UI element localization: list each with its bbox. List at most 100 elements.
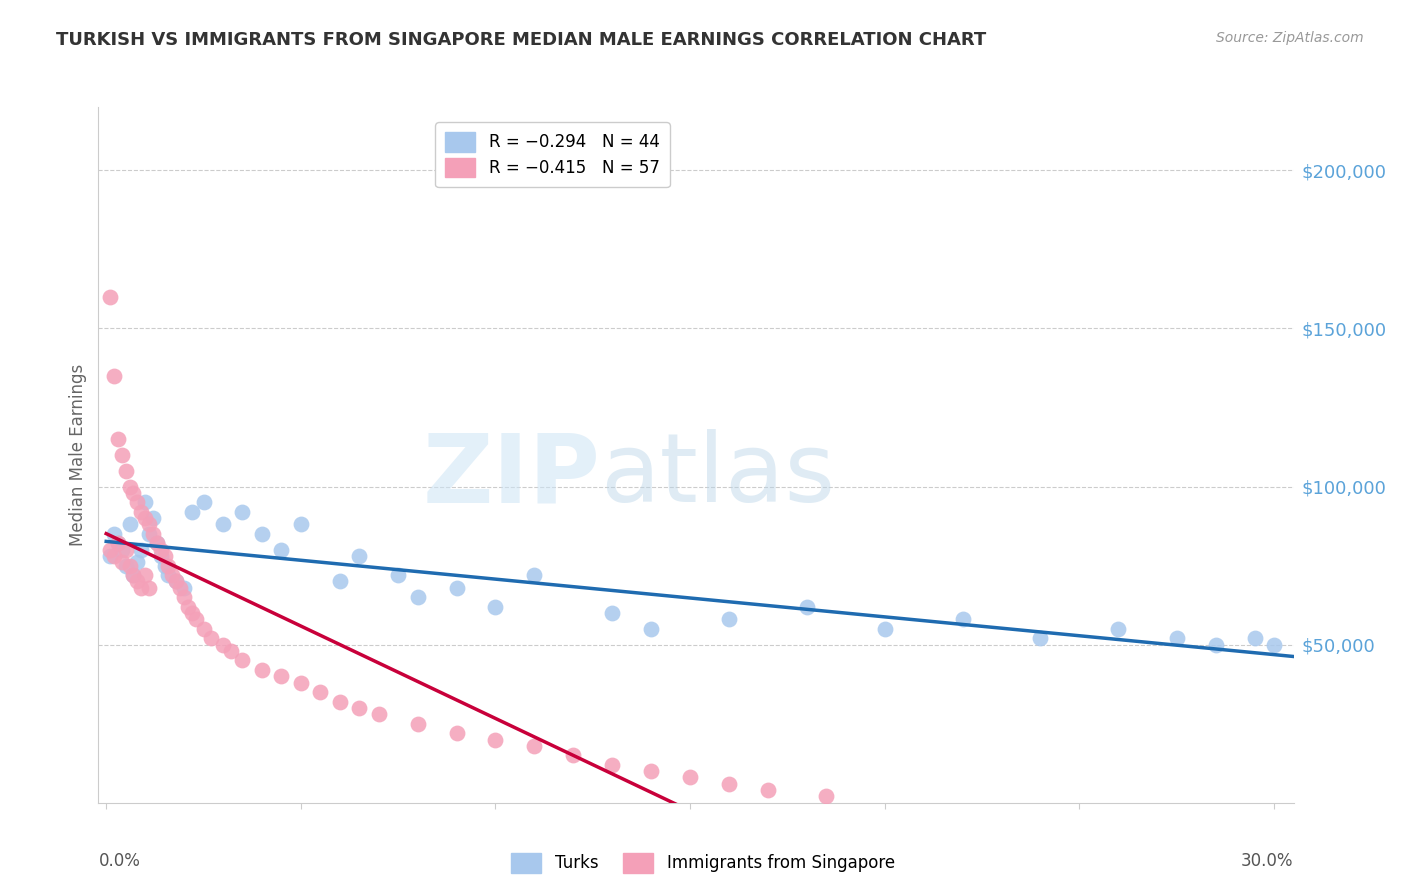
Point	[127, 574, 149, 589]
Point	[640, 622, 662, 636]
Point	[756, 783, 779, 797]
Point	[118, 479, 141, 493]
Point	[118, 517, 141, 532]
Point	[138, 581, 160, 595]
Point	[122, 568, 145, 582]
Point	[142, 511, 165, 525]
Text: atlas: atlas	[600, 429, 835, 523]
Point	[134, 495, 156, 509]
Point	[250, 527, 273, 541]
Point	[118, 558, 141, 573]
Point	[484, 599, 506, 614]
Point	[153, 558, 176, 573]
Point	[406, 591, 429, 605]
Point	[169, 581, 191, 595]
Point	[367, 707, 389, 722]
Point	[193, 495, 215, 509]
Point	[1107, 622, 1129, 636]
Point	[952, 612, 974, 626]
Text: ZIP: ZIP	[422, 429, 600, 523]
Point	[329, 695, 352, 709]
Point	[349, 549, 371, 563]
Point	[173, 581, 195, 595]
Point	[98, 290, 121, 304]
Text: 30.0%: 30.0%	[1241, 852, 1294, 870]
Point	[1243, 632, 1265, 646]
Point	[98, 542, 121, 557]
Point	[173, 591, 195, 605]
Point	[107, 536, 129, 550]
Point	[134, 568, 156, 582]
Point	[1263, 638, 1285, 652]
Point	[290, 517, 312, 532]
Point	[127, 495, 149, 509]
Point	[146, 536, 169, 550]
Point	[796, 599, 818, 614]
Point	[640, 764, 662, 779]
Point	[309, 685, 332, 699]
Point	[562, 748, 585, 763]
Point	[165, 574, 187, 589]
Point	[446, 581, 468, 595]
Point	[718, 777, 741, 791]
Point	[815, 789, 838, 804]
Point	[270, 669, 292, 683]
Legend: R = −0.294   N = 44, R = −0.415   N = 57: R = −0.294 N = 44, R = −0.415 N = 57	[436, 122, 669, 187]
Point	[270, 542, 292, 557]
Point	[114, 558, 136, 573]
Point	[111, 556, 134, 570]
Point	[122, 568, 145, 582]
Point	[718, 612, 741, 626]
Point	[157, 568, 180, 582]
Point	[98, 549, 121, 563]
Point	[523, 568, 546, 582]
Point	[114, 464, 136, 478]
Point	[1166, 632, 1188, 646]
Point	[290, 675, 312, 690]
Point	[193, 622, 215, 636]
Point	[103, 368, 125, 383]
Point	[180, 505, 202, 519]
Point	[250, 663, 273, 677]
Point	[329, 574, 352, 589]
Point	[129, 505, 152, 519]
Point	[103, 549, 125, 563]
Point	[138, 517, 160, 532]
Point	[349, 701, 371, 715]
Point	[107, 432, 129, 446]
Point	[387, 568, 409, 582]
Point	[679, 771, 702, 785]
Point	[200, 632, 222, 646]
Point	[114, 542, 136, 557]
Point	[122, 486, 145, 500]
Point	[600, 606, 623, 620]
Point	[157, 558, 180, 573]
Point	[111, 542, 134, 557]
Point	[406, 716, 429, 731]
Point	[1205, 638, 1227, 652]
Point	[523, 739, 546, 753]
Point	[107, 536, 129, 550]
Point	[231, 653, 253, 667]
Point	[153, 549, 176, 563]
Point	[219, 644, 242, 658]
Point	[600, 757, 623, 772]
Text: Source: ZipAtlas.com: Source: ZipAtlas.com	[1216, 31, 1364, 45]
Point	[134, 511, 156, 525]
Point	[446, 726, 468, 740]
Point	[149, 542, 172, 557]
Point	[873, 622, 896, 636]
Point	[162, 568, 184, 582]
Point	[180, 606, 202, 620]
Point	[149, 549, 172, 563]
Point	[1029, 632, 1052, 646]
Point	[127, 556, 149, 570]
Text: 0.0%: 0.0%	[98, 852, 141, 870]
Y-axis label: Median Male Earnings: Median Male Earnings	[69, 364, 87, 546]
Point	[212, 638, 235, 652]
Text: TURKISH VS IMMIGRANTS FROM SINGAPORE MEDIAN MALE EARNINGS CORRELATION CHART: TURKISH VS IMMIGRANTS FROM SINGAPORE MED…	[56, 31, 987, 49]
Point	[111, 448, 134, 462]
Point	[146, 536, 169, 550]
Legend: Turks, Immigrants from Singapore: Turks, Immigrants from Singapore	[505, 847, 901, 880]
Point	[177, 599, 200, 614]
